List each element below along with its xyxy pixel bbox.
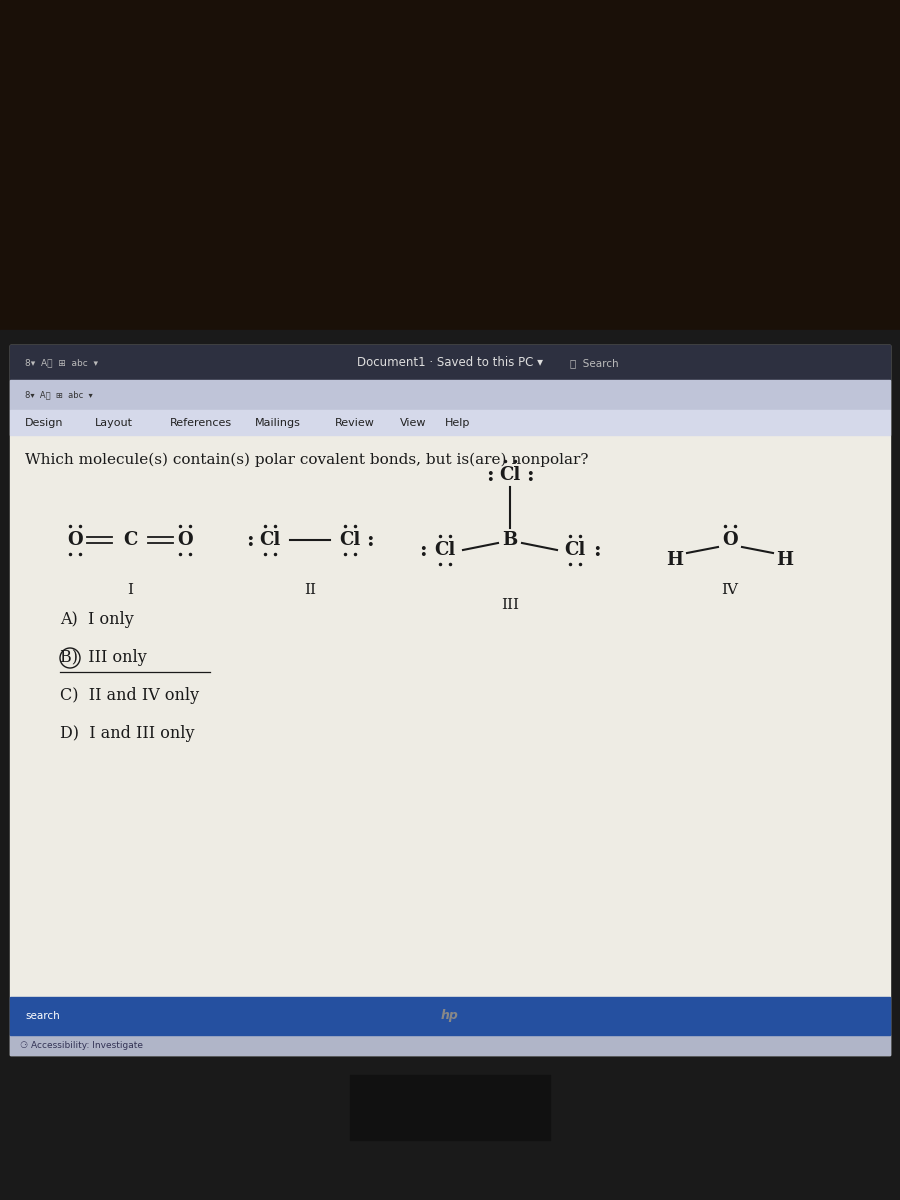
Text: Cl: Cl [339, 530, 361, 550]
Text: :: : [366, 530, 373, 550]
Text: Mailings: Mailings [255, 418, 301, 428]
Text: II: II [304, 583, 316, 596]
Text: References: References [170, 418, 232, 428]
Text: Document1 · Saved to this PC ▾: Document1 · Saved to this PC ▾ [357, 356, 543, 370]
Text: O: O [177, 530, 193, 550]
Text: :: : [419, 540, 427, 560]
Bar [10, 380, 890, 410]
Bar [0, 0, 900, 330]
Text: B)  III only: B) III only [60, 649, 147, 666]
Text: B: B [502, 530, 518, 550]
Text: ⌕  Search: ⌕ Search [570, 358, 618, 368]
Text: Cl: Cl [564, 541, 586, 559]
Text: search: search [25, 1010, 59, 1021]
Text: Cl: Cl [259, 530, 281, 550]
Text: IV: IV [722, 583, 739, 596]
Text: Help: Help [445, 418, 471, 428]
Text: O: O [722, 530, 738, 550]
Text: Cl: Cl [435, 541, 455, 559]
Bar [0, 1070, 900, 1200]
Text: Design: Design [25, 418, 64, 428]
Bar [0, 0, 900, 380]
Text: :: : [486, 464, 494, 485]
Text: :: : [593, 540, 601, 560]
Text: Which molecule(s) contain(s) polar covalent bonds, but is(are) nonpolar?: Which molecule(s) contain(s) polar coval… [25, 452, 589, 467]
Text: C)  II and IV only: C) II and IV only [60, 688, 199, 704]
Text: :: : [526, 464, 534, 485]
Text: I: I [127, 583, 133, 596]
Text: A)  I only: A) I only [60, 612, 134, 629]
Text: Layout: Layout [95, 418, 133, 428]
Text: III: III [501, 598, 519, 612]
Text: O: O [68, 530, 83, 550]
Bar [10, 1034, 890, 1055]
Text: 8▾  A⦾  ⊞  abc  ▾: 8▾ A⦾ ⊞ abc ▾ [25, 390, 93, 400]
Text: Cl: Cl [500, 466, 520, 484]
Bar [10, 410, 890, 434]
Text: ⚆ Accessibility: Investigate: ⚆ Accessibility: Investigate [20, 1040, 143, 1050]
Text: hp: hp [441, 1009, 459, 1022]
Bar [10, 346, 890, 380]
Text: D)  I and III only: D) I and III only [60, 726, 194, 743]
Text: H: H [777, 551, 794, 569]
Text: View: View [400, 418, 427, 428]
Bar [10, 346, 890, 1055]
Text: Review: Review [335, 418, 375, 428]
Bar [0, 1145, 900, 1200]
Bar [350, 1075, 550, 1140]
Text: C: C [122, 530, 137, 550]
Bar [10, 997, 890, 1034]
Text: :: : [247, 530, 254, 550]
Text: 8▾  A⦾  ⊞  abc  ▾: 8▾ A⦾ ⊞ abc ▾ [25, 359, 98, 367]
Text: H: H [667, 551, 683, 569]
Bar [0, 330, 900, 1070]
